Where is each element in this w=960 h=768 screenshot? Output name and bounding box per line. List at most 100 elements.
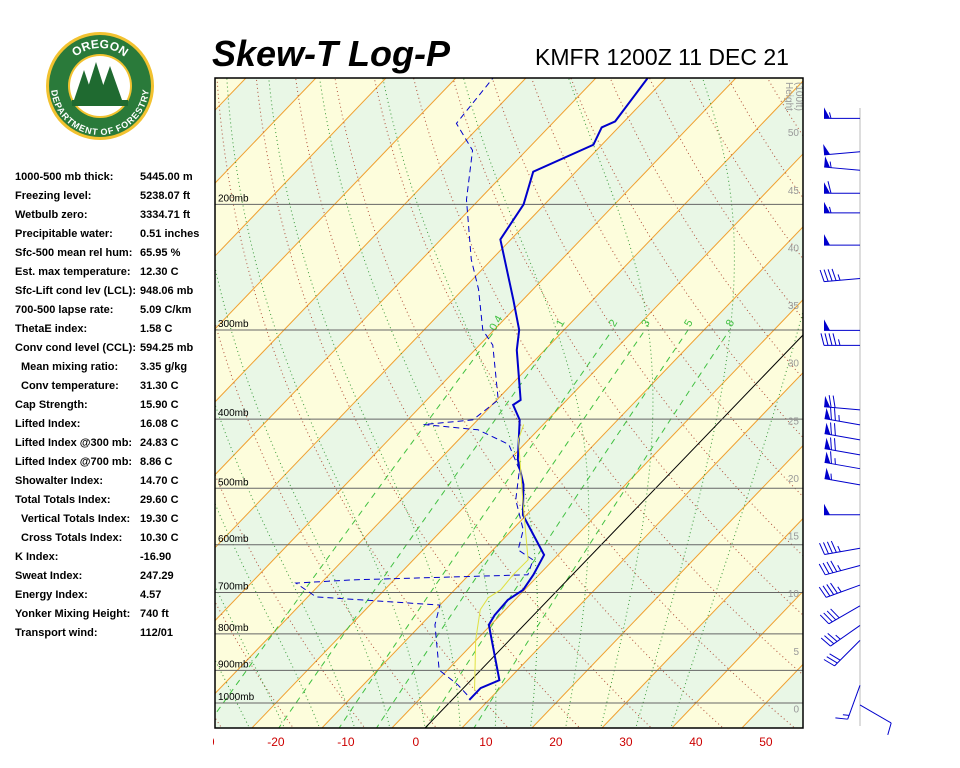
stat-value: 16.08 C (140, 418, 179, 430)
isotherm (215, 78, 527, 403)
x-axis: -30 -20 -10 0 10 20 30 40 50 (213, 735, 773, 749)
pressure-label: 800mb (218, 623, 249, 634)
barb-full (826, 561, 834, 573)
barb-flag (824, 201, 830, 213)
stat-label: Transport wind: (15, 627, 98, 639)
pressure-label: 200mb (218, 193, 249, 204)
mixing-ratio-line (375, 329, 646, 728)
stat-value: 12.30 C (140, 266, 179, 278)
stat-value: 5445.00 m (140, 171, 193, 183)
barb-full (819, 614, 830, 625)
barb-full (828, 333, 833, 346)
isotherm (671, 590, 803, 728)
stat-label: Freezing level: (15, 190, 91, 202)
barb-full (823, 659, 835, 667)
height-tick-label: 0 (793, 704, 799, 715)
stat-value: 247.29 (140, 570, 174, 582)
x-tick-label: 40 (689, 735, 703, 749)
barb-full (819, 542, 826, 555)
barb-full (831, 268, 837, 281)
barb-flag (824, 407, 831, 420)
barb-full (824, 333, 829, 346)
barb-full (832, 395, 836, 408)
barb-full (887, 722, 892, 735)
stat-label: 700-500 lapse rate: (15, 304, 113, 316)
x-tick-label: 10 (479, 735, 493, 749)
barb-half (829, 206, 832, 213)
logo-top-text: OREGON (69, 37, 131, 60)
isotherm (215, 78, 597, 476)
stat-label: Energy Index: (15, 589, 88, 601)
barb-staff (824, 278, 861, 283)
barb-flag (824, 467, 831, 480)
barb-full (826, 610, 837, 621)
reference-line (424, 334, 803, 728)
isotherm (215, 78, 737, 622)
stat-label: Showalter Index: (15, 475, 103, 487)
mixing-ratio-line (215, 329, 496, 716)
barb-full (830, 560, 838, 572)
barb-flag (824, 437, 831, 450)
wind-barb (835, 685, 861, 720)
barb-full (829, 653, 841, 661)
moist-adiabat (215, 402, 356, 728)
barb-half (837, 274, 841, 281)
x-tick-label: 20 (549, 735, 563, 749)
band (215, 81, 803, 728)
barb-staff (834, 640, 861, 667)
stat-value: 0.51 inches (140, 228, 199, 240)
barb-flag (824, 395, 831, 408)
barb-staff (824, 461, 861, 470)
mixing-ratio-label: 3 (639, 318, 652, 329)
wind-barb (824, 395, 861, 411)
stat-value: 112/01 (140, 627, 173, 639)
stat-label: Conv temperature: (21, 380, 119, 392)
pressure-label: 600mb (218, 534, 249, 545)
isotherm (251, 153, 803, 728)
moist-adiabat (382, 78, 539, 728)
barb-full (826, 656, 838, 664)
plot: 0.4 1 2 3 5 8200mb300mb400mb500mb600mb700mb80… (215, 71, 960, 730)
wind-barb (859, 704, 892, 735)
stat-value: 594.25 mb (140, 342, 193, 354)
stat-label: ThetaE index: (15, 323, 87, 335)
barb-half (838, 339, 841, 346)
barb-staff (859, 704, 892, 724)
stat-label: Lifted Index: (15, 418, 80, 430)
barb-staff (824, 433, 861, 441)
dry-adiabat (491, 78, 803, 557)
wind-barb (824, 503, 860, 516)
barb-full (818, 563, 826, 576)
barb-half (837, 545, 841, 552)
dry-adiabat (920, 71, 960, 730)
wind-barb (824, 156, 861, 171)
height-tick-label: 15 (788, 532, 800, 543)
wind-barb (823, 640, 861, 667)
height-tick-label: 50 (788, 128, 800, 139)
mixing-ratio-line (473, 329, 730, 728)
stat-value: 1.58 C (140, 323, 172, 335)
stat-value: 740 ft (140, 608, 169, 620)
stat-value: 8.86 C (140, 456, 172, 468)
stat-label: Sfc-Lift cond lev (LCL): (15, 285, 136, 297)
title: Skew-T Log-P (212, 33, 451, 74)
stat-label: Lifted Index @300 mb: (15, 437, 132, 449)
stats-table: 1000-500 mb thick: 5445.00 m Freezing leve… (15, 171, 199, 639)
barb-full (827, 269, 833, 282)
x-tick-label: 50 (759, 735, 773, 749)
wind-barb (818, 582, 861, 598)
barb-full (830, 422, 832, 435)
barb-staff (824, 166, 861, 171)
x-tick-label: -20 (267, 735, 285, 749)
stat-label: Precipitable water: (15, 228, 113, 240)
wind-barb (824, 107, 860, 119)
barb-flag (824, 107, 830, 119)
stat-value: 5.09 C/km (140, 304, 192, 316)
stat-value: 24.83 C (140, 437, 179, 449)
barb-full (834, 423, 836, 436)
stat-value: 29.60 C (140, 494, 179, 506)
stat-value: 31.30 C (140, 380, 179, 392)
x-tick-label: 30 (619, 735, 633, 749)
wind-barb (823, 143, 861, 156)
